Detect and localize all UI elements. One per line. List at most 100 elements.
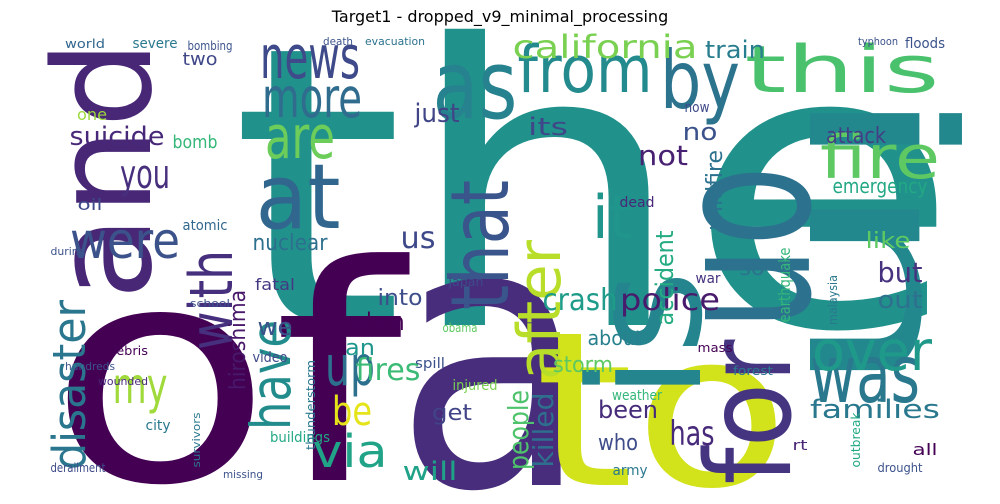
word: into <box>378 286 423 311</box>
word: in <box>762 80 995 400</box>
word: weather <box>612 388 662 404</box>
word: school <box>190 297 230 310</box>
word: disaster <box>43 300 96 470</box>
word: fires <box>356 353 421 388</box>
word: the <box>230 0 960 417</box>
word: malaysia <box>826 275 840 325</box>
word: suicide <box>70 122 165 152</box>
word: by <box>660 34 740 127</box>
word: people <box>502 390 535 470</box>
word: during <box>51 245 86 258</box>
word: when <box>350 308 405 336</box>
word: crash <box>543 283 618 318</box>
word: severe <box>133 36 178 52</box>
word: war <box>696 271 721 287</box>
word: fatal <box>255 275 295 294</box>
chart-title: Target1 - dropped_v9_minimal_processing <box>331 7 668 27</box>
word: floods <box>905 36 945 52</box>
word: typhoon <box>858 35 898 48</box>
word: mass <box>698 341 733 355</box>
word: its <box>528 113 568 141</box>
word: accident <box>651 231 679 326</box>
word: train <box>705 36 765 64</box>
word: out <box>878 286 923 314</box>
word: hiroshima <box>226 290 251 390</box>
word: killed <box>527 393 560 468</box>
word: but <box>878 256 923 289</box>
word: it <box>592 183 632 253</box>
word: dead <box>620 195 655 211</box>
word: get <box>432 401 472 426</box>
word: injured <box>453 378 498 394</box>
word: on <box>660 166 881 331</box>
word: just <box>414 99 460 129</box>
word: drought <box>878 461 923 475</box>
word: world <box>65 37 105 51</box>
word: bombing <box>188 39 233 53</box>
word: was <box>810 328 920 421</box>
word: storm <box>553 353 613 378</box>
word: bomb <box>173 132 218 153</box>
word: my <box>113 357 168 415</box>
word: families <box>810 395 940 425</box>
word: with <box>177 250 247 350</box>
word: an <box>345 336 375 361</box>
word: hundreds <box>65 360 115 373</box>
word: one <box>77 105 107 124</box>
word: california <box>513 28 698 66</box>
word: attack <box>826 124 886 149</box>
word: over <box>812 319 932 383</box>
word: and <box>25 40 182 300</box>
word: nuclear <box>253 231 329 256</box>
word: video <box>253 350 288 366</box>
word: this <box>745 33 940 108</box>
word: to <box>535 285 790 500</box>
word: earthquake <box>775 248 794 323</box>
word: thunderstorm <box>304 360 318 450</box>
word: been <box>598 396 658 424</box>
word: were <box>70 212 180 270</box>
word: a <box>395 143 590 500</box>
word: buildings <box>270 430 330 446</box>
word: have <box>239 320 303 430</box>
word: us <box>401 221 436 256</box>
word: missing <box>223 468 263 481</box>
word: oil <box>78 195 103 214</box>
word: evacuation <box>365 35 425 48</box>
word: rt <box>793 438 809 454</box>
word: news <box>260 23 360 93</box>
word: survivors <box>190 412 203 467</box>
word: now <box>685 100 710 116</box>
word: army <box>613 463 648 479</box>
word: outbreak <box>849 412 863 467</box>
word: all <box>913 440 938 459</box>
word: fire <box>820 123 940 193</box>
word: police <box>620 283 720 318</box>
word: has <box>670 414 715 454</box>
word: about <box>588 326 643 350</box>
word: like <box>866 229 911 254</box>
word: spill <box>415 356 445 372</box>
word: we <box>258 313 293 341</box>
word: wounded <box>98 375 148 388</box>
word: will <box>403 457 458 487</box>
word: for <box>680 339 818 484</box>
word: japan <box>447 275 483 289</box>
word: is <box>556 270 737 400</box>
word: as <box>433 31 518 141</box>
word: obama <box>443 321 478 335</box>
word: at <box>256 145 341 250</box>
word: after <box>505 240 575 380</box>
word: who <box>598 431 638 456</box>
word: debris <box>108 344 148 358</box>
word: you <box>120 152 170 198</box>
word: wildfire <box>703 150 728 230</box>
word: so <box>740 256 765 280</box>
word: more <box>262 66 362 130</box>
word: not <box>638 139 688 172</box>
word: of <box>48 202 411 500</box>
word: be <box>332 389 372 435</box>
